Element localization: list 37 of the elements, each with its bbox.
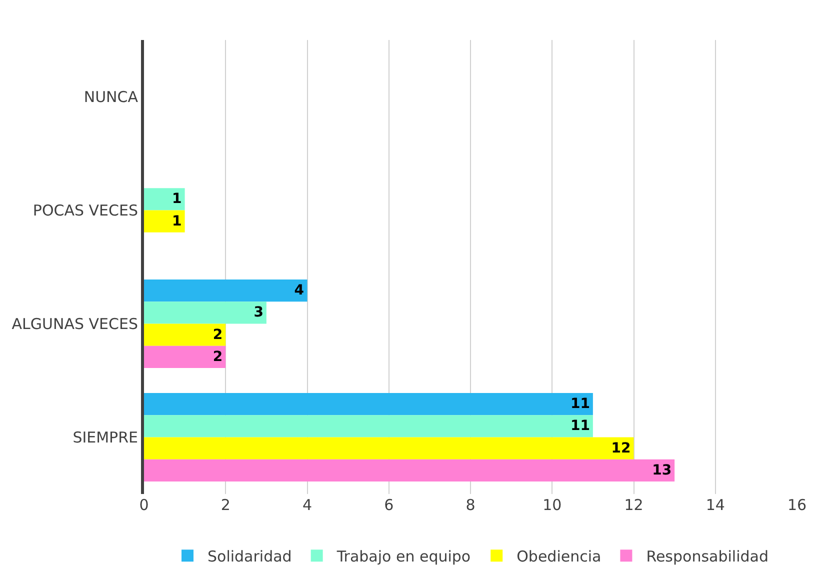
data-label: 12	[611, 440, 631, 456]
x-tick-label: 8	[466, 496, 476, 514]
bar	[144, 279, 308, 302]
legend-label: Solidaridad	[208, 548, 292, 566]
data-label: 1	[172, 191, 182, 208]
y-tick-label: ALGUNAS VECES	[12, 315, 138, 333]
bar	[144, 346, 226, 368]
x-tick-label: 12	[624, 496, 644, 514]
legend-label: Responsabilidad	[646, 548, 768, 566]
x-tick-label: 2	[220, 496, 230, 514]
data-label: 11	[570, 418, 590, 434]
y-tick-label: POCAS VECES	[32, 202, 138, 220]
x-tick-label: 0	[139, 496, 149, 514]
bar	[144, 210, 185, 232]
data-label: 13	[652, 462, 672, 478]
bar	[144, 415, 593, 438]
bar	[144, 459, 675, 482]
data-label: 3	[254, 304, 264, 321]
data-label: 2	[212, 326, 223, 343]
data-label: 11	[570, 396, 590, 412]
bar	[144, 302, 266, 324]
legend-label: Obediencia	[516, 548, 602, 566]
data-label: 1	[172, 213, 182, 230]
y-tick-label: NUNCA	[84, 88, 139, 106]
legend-label: Trabajo en equipo	[336, 548, 471, 566]
x-tick-label: 4	[302, 496, 312, 514]
bar	[144, 392, 593, 416]
data-label: 4	[294, 282, 304, 299]
y-tick-label: SIEMPRE	[72, 428, 138, 446]
bar	[144, 324, 226, 346]
data-label: 2	[212, 348, 223, 365]
x-tick-label: 14	[706, 496, 725, 514]
x-tick-label: 6	[384, 496, 394, 514]
bar	[144, 188, 185, 210]
x-tick-label: 16	[787, 496, 807, 514]
bar	[144, 437, 634, 460]
x-tick-label: 10	[542, 496, 562, 514]
